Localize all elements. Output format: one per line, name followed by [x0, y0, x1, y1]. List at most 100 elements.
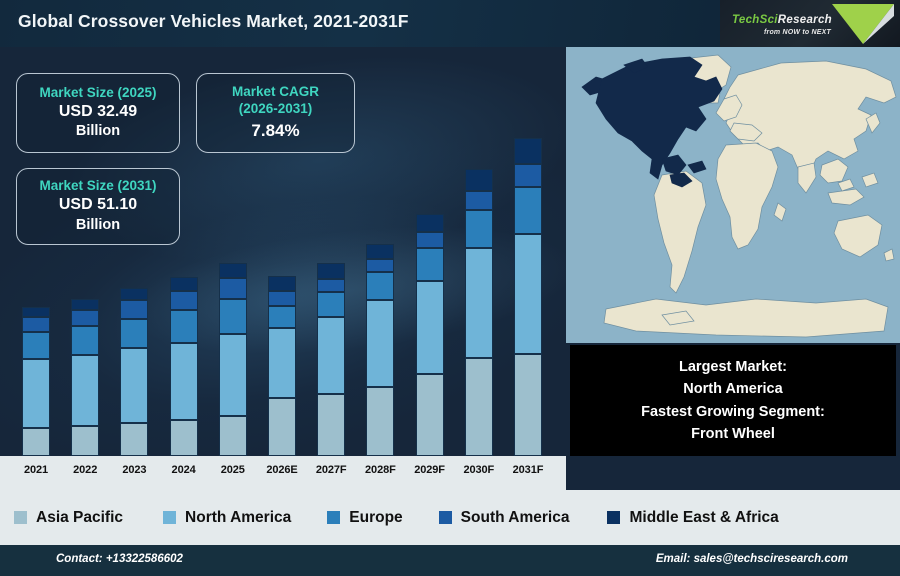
bar-segment-north-america: [218, 334, 247, 417]
bar-segment-europe: [464, 210, 493, 248]
bar-2027F[interactable]: [317, 262, 346, 456]
bar-segment-north-america: [317, 317, 346, 395]
bar-2026E[interactable]: [268, 276, 296, 456]
bar-2021[interactable]: [22, 306, 50, 456]
x-axis-tick-2030F: 2030F: [463, 464, 495, 476]
logo-text-part2: Research: [777, 14, 832, 26]
x-axis-tick-2023: 2023: [122, 464, 147, 476]
x-axis-tick-2027F: 2027F: [315, 464, 347, 476]
fastest-segment-label: Fastest Growing Segment:: [641, 403, 825, 420]
stat-unit: Billion: [75, 123, 121, 140]
legend-item-north-america[interactable]: North America: [163, 509, 291, 527]
bar-segment-middle-east-africa: [464, 169, 493, 191]
bar-segment-north-america: [169, 342, 198, 420]
stat-card-market-cagr: Market CAGR (2026-2031) 7.84%: [196, 73, 355, 153]
bar-segment-europe: [218, 299, 247, 335]
bar-segment-south-america: [71, 309, 100, 326]
bar-segment-north-america: [415, 280, 444, 374]
bar-segment-south-america: [317, 278, 346, 293]
bar-2030F[interactable]: [464, 169, 493, 456]
bar-segment-middle-east-africa: [169, 276, 198, 291]
largest-market-label: Largest Market:: [679, 358, 787, 375]
bar-segment-europe: [415, 248, 444, 281]
bar-segment-north-america: [71, 354, 100, 426]
header-bar: Global Crossover Vehicles Market, 2021-2…: [0, 0, 900, 47]
fastest-segment-value: Front Wheel: [691, 425, 775, 442]
legend-item-south-america[interactable]: South America: [438, 509, 569, 527]
bar-2025[interactable]: [218, 263, 247, 456]
x-axis-tick-2022: 2022: [73, 464, 98, 476]
stat-label-period: (2026-2031): [238, 100, 313, 116]
footer-contact: Contact: +13322586602: [56, 553, 183, 565]
bar-segment-north-america: [366, 300, 395, 387]
x-axis-tick-2028F: 2028F: [365, 464, 396, 476]
bar-segment-europe: [366, 272, 395, 301]
stat-value: USD 32.49: [58, 102, 138, 120]
bar-segment-north-america: [464, 247, 493, 359]
bar-segment-middle-east-africa: [514, 138, 542, 164]
legend-label: Middle East & Africa: [629, 508, 779, 526]
logo-tagline: from NOW to NEXT: [764, 29, 831, 36]
stat-value: 7.84%: [251, 120, 300, 140]
techsci-logo[interactable]: TechSciResearch from NOW to NEXT: [720, 0, 900, 47]
bar-2031F[interactable]: [514, 138, 542, 456]
bar-segment-asia-pacific: [71, 425, 100, 456]
legend-swatch-icon: [163, 511, 177, 524]
bar-2028F[interactable]: [366, 243, 395, 456]
chart-legend: Asia Pacific North America Europe South Ame…: [0, 490, 900, 545]
world-map: [566, 47, 900, 343]
bar-2024[interactable]: [169, 276, 198, 456]
legend-item-middle-east-africa[interactable]: Middle East & Africa: [607, 508, 779, 527]
x-axis-band: 2021 2022 2023 2024 2025 2026E 2027F 2028F 2029F…: [0, 456, 566, 490]
bar-segment-asia-pacific: [268, 398, 296, 456]
bar-segment-north-america: [22, 358, 50, 428]
bar-segment-north-america: [268, 327, 296, 399]
bar-segment-europe: [120, 318, 149, 349]
highlights-box: Largest Market: North America Fastest Gr…: [570, 345, 896, 456]
x-axis-tick-2024: 2024: [171, 464, 196, 476]
legend-swatch-icon: [607, 511, 621, 524]
legend-label: Europe: [349, 508, 403, 526]
logo-text-part1: TechSci: [732, 14, 778, 26]
bar-segment-europe: [268, 306, 296, 328]
stat-label: Market Size (2025): [39, 84, 157, 100]
bar-segment-south-america: [366, 258, 395, 273]
bar-segment-south-america: [120, 300, 149, 319]
legend-item-europe[interactable]: Europe: [327, 508, 403, 527]
legend-swatch-icon: [438, 511, 452, 524]
stat-label: Market Size (2031): [39, 178, 157, 194]
world-map-svg: [581, 54, 897, 338]
bar-segment-europe: [22, 331, 50, 359]
bar-segment-south-america: [268, 291, 296, 307]
bar-segment-asia-pacific: [120, 423, 149, 456]
bar-2022[interactable]: [71, 298, 100, 456]
bar-segment-middle-east-africa: [268, 276, 296, 292]
bar-segment-europe: [169, 310, 198, 343]
bar-segment-south-america: [415, 231, 444, 249]
x-axis-tick-2021: 2021: [23, 464, 49, 476]
bar-segment-north-america: [120, 348, 149, 424]
bar-segment-south-america: [464, 190, 493, 211]
stacked-bar-chart: [0, 47, 566, 456]
bar-segment-asia-pacific: [514, 353, 542, 456]
stat-unit: Billion: [75, 216, 121, 233]
x-axis-tick-2025: 2025: [220, 464, 245, 476]
bar-2023[interactable]: [120, 288, 149, 456]
bar-segment-north-america: [514, 234, 542, 354]
bar-segment-asia-pacific: [317, 394, 346, 456]
bar-segment-middle-east-africa: [22, 306, 50, 317]
x-axis-tick-2031F: 2031F: [512, 464, 544, 476]
legend-label: North America: [185, 508, 292, 526]
x-axis-tick-2026E: 2026E: [266, 464, 298, 476]
bar-segment-middle-east-africa: [120, 288, 149, 301]
bar-segment-south-america: [218, 278, 247, 300]
logo-text: TechSciResearch: [732, 14, 832, 26]
x-axis-tick-2029F: 2029F: [414, 464, 445, 476]
legend-item-asia-pacific[interactable]: Asia Pacific: [14, 509, 123, 527]
bar-segment-europe: [317, 292, 346, 318]
bar-2029F[interactable]: [415, 213, 444, 456]
largest-market-value: North America: [683, 381, 783, 398]
bar-segment-south-america: [169, 290, 198, 311]
stat-label: Market CAGR: [231, 84, 320, 100]
